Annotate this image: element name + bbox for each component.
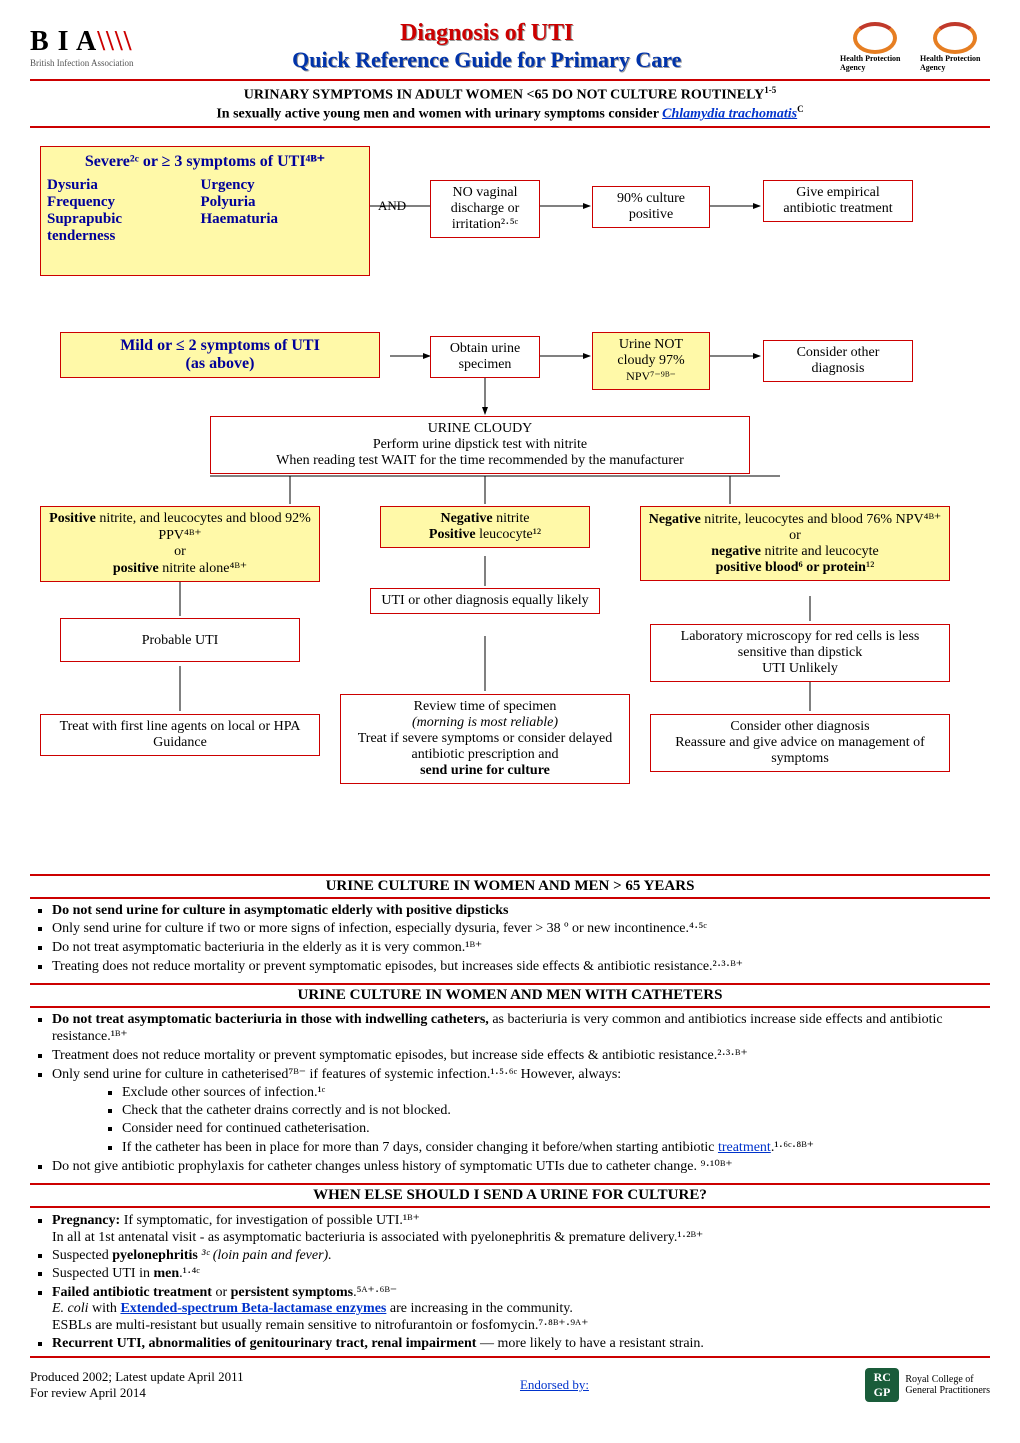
sec2-s1: Exclude other sources of infection.¹ᶜ <box>122 1085 990 1101</box>
sec3-header: WHEN ELSE SHOULD I SEND A URINE FOR CULT… <box>30 1183 990 1208</box>
page-subtitle: Quick Reference Guide for Primary Care <box>134 47 841 73</box>
sec3-p1: Pregnancy: If symptomatic, for investiga… <box>52 1212 990 1246</box>
sec1-p3: Do not treat asymptomatic bacteriuria in… <box>52 939 990 956</box>
box-no-discharge: NO vaginal discharge or irritation²·⁵ᶜ <box>430 180 540 238</box>
sec2-s3: Consider need for continued catheterisat… <box>122 1121 990 1137</box>
box-obtain-urine: Obtain urine specimen <box>430 336 540 378</box>
footer-dates: Produced 2002; Latest update April 2011F… <box>30 1369 244 1401</box>
banner-line2: In sexually active young men and women w… <box>216 106 662 121</box>
box-mild: Mild or ≤ 2 symptoms of UTI (as above) <box>60 332 380 378</box>
box-neg-nitrite: Negative nitrite, leucocytes and blood 7… <box>640 506 950 581</box>
sec1-p4: Treating does not reduce mortality or pr… <box>52 958 990 975</box>
sec3-p5: Recurrent UTI, abnormalities of genitour… <box>52 1336 990 1352</box>
and-connector: AND <box>378 198 406 214</box>
sec1-list: Do not send urine for culture in asympto… <box>52 903 990 975</box>
bia-logo: B I A\\\\ <box>30 26 132 58</box>
box-neg-nitrite-pos-leuc: Negative nitrite Positive leucocyte¹² <box>380 506 590 548</box>
sec2-header: URINE CULTURE IN WOMEN AND MEN WITH CATH… <box>30 983 990 1008</box>
bia-subtext: British Infection Association <box>30 58 134 68</box>
sec2-p1: Do not treat asymptomatic bacteriuria in… <box>52 1012 990 1045</box>
rcgp-logo: RCGP Royal College ofGeneral Practitione… <box>865 1368 990 1402</box>
sec3-list: Pregnancy: If symptomatic, for investiga… <box>52 1212 990 1352</box>
hpa-logo-2: Health Protection Agency <box>920 22 990 72</box>
box-90-culture: 90% culture positive <box>592 186 710 228</box>
box-empirical: Give empirical antibiotic treatment <box>763 180 913 222</box>
esbl-link[interactable]: Extended-spectrum Beta-lactamase enzymes <box>120 1301 386 1316</box>
endorsed-link[interactable]: Endorsed by: <box>520 1377 589 1393</box>
box-probable-uti: Probable UTI <box>60 618 300 662</box>
hpa-logo-1: Health Protection Agency <box>840 22 910 72</box>
sec1-p2: Only send urine for culture if two or mo… <box>52 921 990 937</box>
sec3-p3: Suspected UTI in men.¹·⁴ᶜ <box>52 1266 990 1282</box>
flowchart: Severe²ᶜ or ≥ 3 symptoms of UTI⁴ᴮ⁺ Dysur… <box>30 136 990 866</box>
sec2-list: Do not treat asymptomatic bacteriuria in… <box>52 1012 990 1175</box>
box-consider-other-2: Consider other diagnosisReassure and giv… <box>650 714 950 772</box>
box-equally-likely: UTI or other diagnosis equally likely <box>370 588 600 614</box>
box-consider-other-1: Consider other diagnosis <box>763 340 913 382</box>
sec3-p4: Failed antibiotic treatment or persisten… <box>52 1284 990 1334</box>
bia-logo-block: B I A\\\\ British Infection Association <box>30 26 134 68</box>
box-treat-firstline: Treat with first line agents on local or… <box>40 714 320 756</box>
sec2-s4: If the catheter has been in place for mo… <box>122 1139 990 1156</box>
footer: Produced 2002; Latest update April 2011F… <box>30 1368 990 1402</box>
box-severe: Severe²ᶜ or ≥ 3 symptoms of UTI⁴ᴮ⁺ Dysur… <box>40 146 370 276</box>
chlamydia-link[interactable]: Chlamydia trachomatis <box>662 106 797 121</box>
sec2-p3: Only send urine for culture in catheteri… <box>52 1066 990 1083</box>
treatment-link[interactable]: treatment <box>718 1140 771 1155</box>
box-urine-cloudy: URINE CLOUDY Perform urine dipstick test… <box>210 416 750 474</box>
header-center: Diagnosis of UTI Quick Reference Guide f… <box>134 20 841 73</box>
banner-line1: URINARY SYMPTOMS IN ADULT WOMEN <65 DO N… <box>244 88 765 103</box>
sec3-p2: Suspected pyelonephritis ³ᶜ (loin pain a… <box>52 1248 990 1264</box>
box-review-specimen: Review time of specimen (morning is most… <box>340 694 630 784</box>
sec2-p2: Treatment does not reduce mortality or p… <box>52 1047 990 1064</box>
header: B I A\\\\ British Infection Association … <box>30 20 990 81</box>
box-not-cloudy: Urine NOT cloudy 97%NPV⁷⁻⁹ᴮ⁻ <box>592 332 710 390</box>
sec2-p4: Do not give antibiotic prophylaxis for c… <box>52 1158 990 1175</box>
page-title: Diagnosis of UTI <box>134 20 841 47</box>
box-lab-microscopy: Laboratory microscopy for red cells is l… <box>650 624 950 682</box>
top-banner: URINARY SYMPTOMS IN ADULT WOMEN <65 DO N… <box>30 81 990 128</box>
sec1-header: URINE CULTURE IN WOMEN AND MEN > 65 YEAR… <box>30 874 990 899</box>
sec1-p1: Do not send urine for culture in asympto… <box>52 903 990 919</box>
sec2-s2: Check that the catheter drains correctly… <box>122 1103 990 1119</box>
box-pos-nitrite: Positive nitrite, and leucocytes and blo… <box>40 506 320 582</box>
